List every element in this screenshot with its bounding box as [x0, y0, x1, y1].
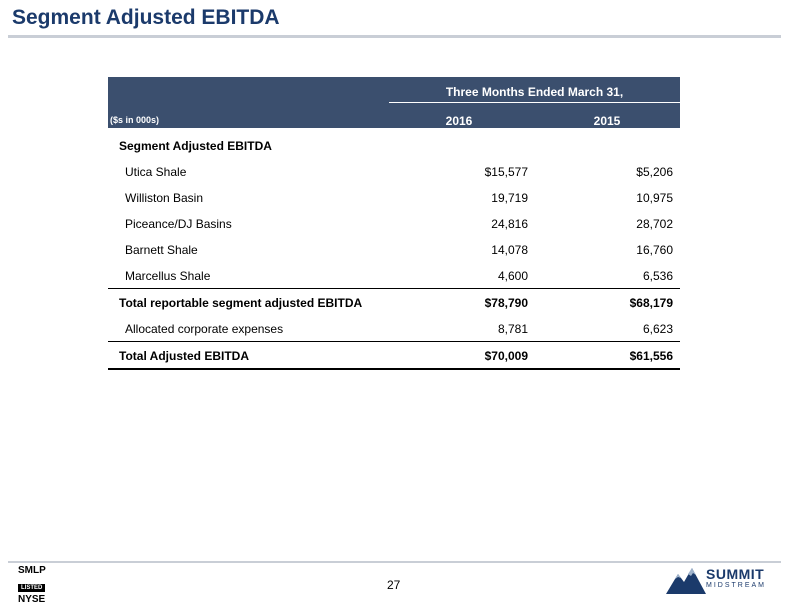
total-reportable-2015: $68,179	[629, 296, 673, 310]
footer-divider	[8, 561, 781, 563]
table-row: Marcellus Shale 4,600 6,536	[108, 262, 680, 288]
total-reportable-label: Total reportable segment adjusted EBITDA	[119, 296, 363, 310]
value-2016: 19,719	[491, 191, 528, 205]
section-header: Segment Adjusted EBITDA	[119, 139, 272, 153]
period-divider	[389, 102, 680, 103]
corporate-expenses-row: Allocated corporate expenses 8,781 6,623	[108, 315, 680, 341]
summit-midstream-logo: SUMMIT MIDSTREAM	[666, 564, 776, 596]
segment-label: Piceance/DJ Basins	[125, 217, 232, 231]
title-divider	[8, 35, 781, 38]
total-adjusted-label: Total Adjusted EBITDA	[119, 349, 249, 363]
segment-label: Utica Shale	[125, 165, 187, 179]
year-2016-header: 2016	[445, 114, 473, 128]
value-2015: 16,760	[636, 243, 673, 257]
total-adjusted-2016: $70,009	[484, 349, 528, 363]
nyse-listing-logo: SMLP LISTED NYSE	[18, 565, 52, 605]
table-row: Piceance/DJ Basins 24,816 28,702	[108, 210, 680, 236]
total-reportable-2016: $78,790	[484, 296, 528, 310]
total-reportable-row: Total reportable segment adjusted EBITDA…	[108, 288, 680, 315]
brand-name: SUMMIT	[706, 566, 765, 582]
corporate-expenses-2016: 8,781	[497, 322, 528, 336]
total-adjusted-2015: $61,556	[629, 349, 673, 363]
table-header: Three Months Ended March 31, ($s in 000s…	[108, 77, 680, 128]
units-label: ($s in 000s)	[110, 115, 160, 125]
segment-label: Williston Basin	[125, 191, 204, 205]
value-2015: 28,702	[636, 217, 673, 231]
table-row: Williston Basin 19,719 10,975	[108, 184, 680, 210]
segment-label: Marcellus Shale	[125, 269, 211, 283]
ticker-symbol: SMLP	[18, 565, 46, 576]
total-adjusted-row: Total Adjusted EBITDA $70,009 $61,556	[108, 341, 680, 370]
value-2016: $15,577	[484, 165, 528, 179]
period-header: Three Months Ended March 31,	[445, 85, 624, 99]
value-2015: $5,206	[636, 165, 673, 179]
year-2015-header: 2015	[593, 114, 621, 128]
value-2016: 4,600	[497, 269, 528, 283]
page-title: Segment Adjusted EBITDA	[12, 6, 280, 29]
value-2016: 24,816	[491, 217, 528, 231]
listed-badge: LISTED	[18, 584, 46, 592]
table-row: Barnett Shale 14,078 16,760	[108, 236, 680, 262]
corporate-expenses-2015: 6,623	[642, 322, 673, 336]
ebitda-table: Three Months Ended March 31, ($s in 000s…	[108, 77, 680, 370]
mountain-icon	[666, 568, 706, 594]
value-2015: 10,975	[636, 191, 673, 205]
brand-subtitle: MIDSTREAM	[706, 582, 766, 589]
table-row: Utica Shale $15,577 $5,206	[108, 158, 680, 184]
corporate-expenses-label: Allocated corporate expenses	[125, 322, 284, 336]
value-2016: 14,078	[491, 243, 528, 257]
section-header-row: Segment Adjusted EBITDA	[108, 128, 680, 158]
segment-label: Barnett Shale	[125, 243, 198, 257]
page-number: 27	[387, 578, 401, 592]
value-2015: 6,536	[642, 269, 673, 283]
